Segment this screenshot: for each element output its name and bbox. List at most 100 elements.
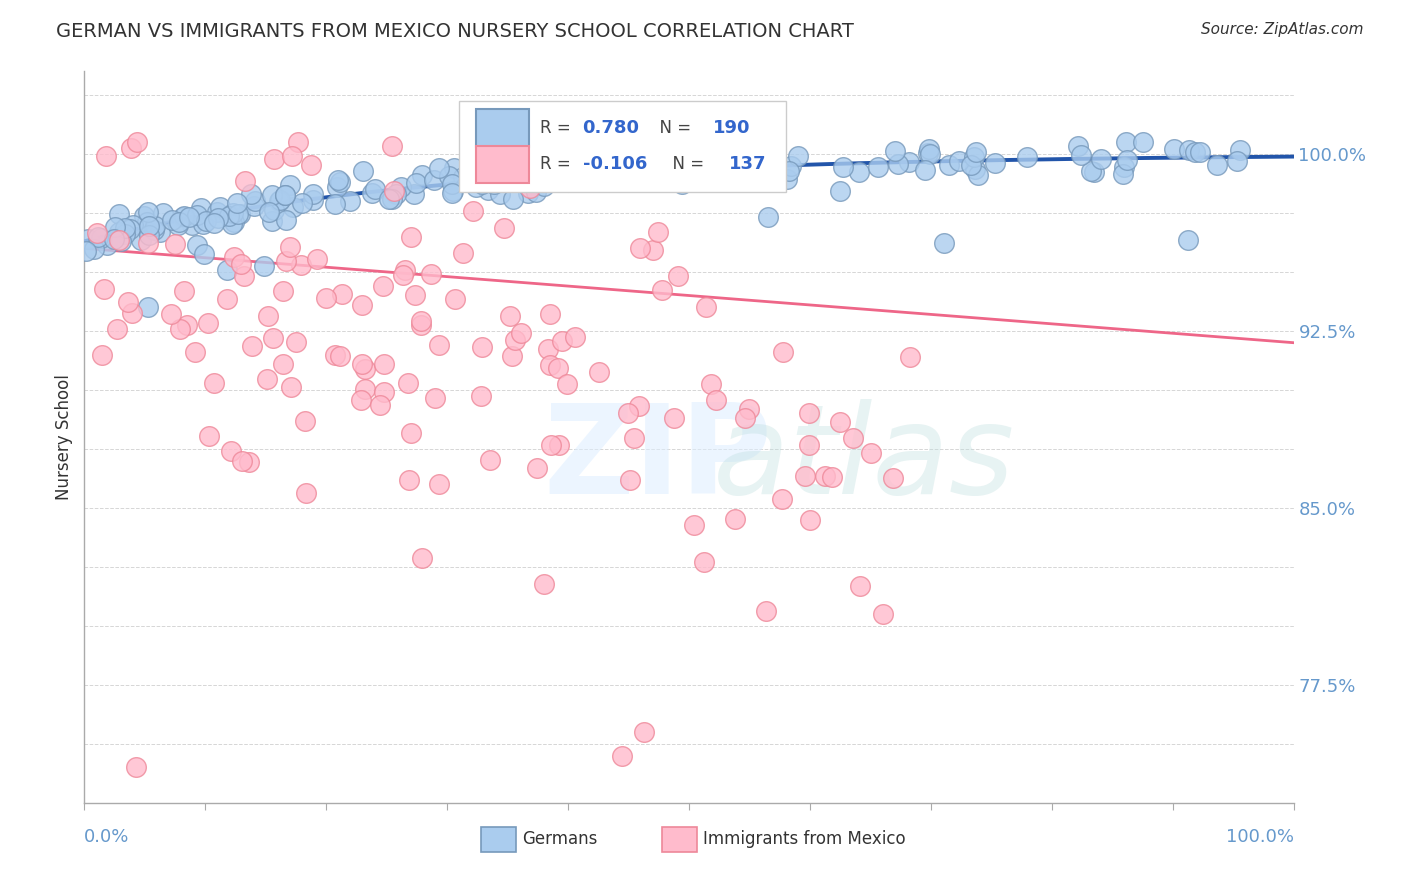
Point [651, 283, 673, 297]
Point [470, 389, 492, 403]
Point [354, 382, 377, 396]
Point [427, 161, 450, 175]
Point [755, 604, 778, 618]
Point [717, 159, 740, 173]
Point [963, 161, 986, 176]
Point [1115, 135, 1137, 149]
Point [1206, 158, 1229, 172]
Point [451, 170, 474, 185]
Point [273, 357, 295, 371]
Point [664, 410, 686, 425]
Point [443, 161, 465, 175]
Point [831, 161, 853, 175]
Point [262, 188, 284, 202]
Point [451, 246, 474, 260]
Point [160, 307, 183, 321]
Text: R =: R = [540, 119, 576, 136]
Point [1083, 164, 1105, 178]
FancyBboxPatch shape [481, 827, 516, 852]
Point [96, 149, 118, 163]
Point [167, 218, 190, 232]
Point [882, 471, 904, 485]
Point [738, 401, 761, 416]
Point [232, 268, 254, 283]
Point [256, 371, 278, 385]
Text: 0.0%: 0.0% [84, 829, 129, 847]
Point [354, 362, 377, 376]
Point [501, 349, 523, 363]
Point [396, 376, 419, 391]
Point [269, 194, 291, 209]
Point [328, 175, 350, 189]
Point [772, 345, 794, 359]
Point [136, 205, 159, 219]
Point [323, 197, 346, 211]
Point [517, 186, 540, 201]
Point [540, 307, 562, 321]
Point [405, 176, 427, 190]
Point [799, 513, 821, 527]
Point [814, 469, 837, 483]
Point [107, 206, 129, 220]
Point [967, 168, 990, 182]
Point [693, 555, 716, 569]
Text: GERMAN VS IMMIGRANTS FROM MEXICO NURSERY SCHOOL CORRELATION CHART: GERMAN VS IMMIGRANTS FROM MEXICO NURSERY… [56, 22, 853, 41]
Point [841, 431, 863, 445]
Point [1132, 135, 1154, 149]
Point [510, 326, 533, 341]
Point [794, 469, 817, 483]
Point [373, 357, 395, 371]
Point [229, 257, 252, 271]
Point [173, 284, 195, 298]
Point [710, 143, 733, 157]
Point [243, 199, 266, 213]
Point [533, 179, 555, 194]
Point [786, 149, 808, 163]
Point [754, 159, 776, 173]
Point [1090, 152, 1112, 166]
Point [420, 267, 443, 281]
Point [401, 425, 423, 440]
Point [499, 309, 522, 323]
Point [564, 329, 586, 343]
Point [918, 142, 941, 156]
Point [221, 218, 243, 232]
Point [173, 209, 195, 223]
Point [628, 241, 651, 255]
Point [513, 169, 536, 183]
Point [758, 153, 780, 167]
Point [411, 314, 433, 328]
Point [1163, 142, 1185, 156]
Point [745, 161, 768, 175]
Point [526, 461, 548, 475]
Point [411, 550, 433, 565]
Point [136, 301, 159, 315]
Point [616, 406, 638, 420]
Point [849, 578, 872, 592]
Point [711, 169, 734, 184]
Point [138, 219, 160, 233]
Point [263, 202, 285, 217]
Point [326, 173, 349, 187]
Point [305, 252, 328, 266]
Point [533, 576, 555, 591]
Point [218, 209, 240, 223]
Point [215, 263, 238, 277]
Point [273, 187, 295, 202]
Point [364, 182, 387, 196]
Point [233, 174, 256, 188]
Point [136, 236, 159, 251]
Point [724, 512, 747, 526]
Point [197, 317, 219, 331]
Point [799, 438, 821, 452]
Point [756, 210, 779, 224]
Point [534, 173, 557, 187]
Point [666, 268, 689, 283]
Point [643, 162, 665, 177]
Point [222, 206, 245, 220]
Point [821, 470, 844, 484]
Point [280, 178, 302, 192]
Point [460, 163, 482, 178]
Text: Immigrants from Mexico: Immigrants from Mexico [703, 830, 905, 848]
Point [427, 476, 450, 491]
